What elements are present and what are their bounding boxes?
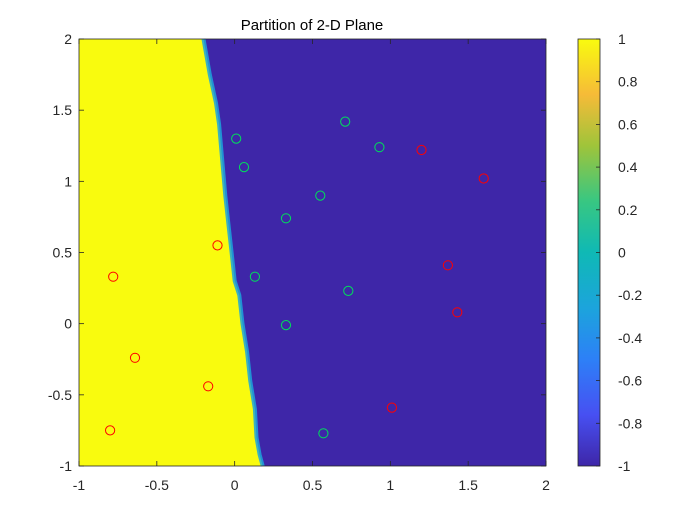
colorbar: 1 0.8 0.6 0.4 0.2 0 -0.2 -0.4 -0.6 -0.8 -1 [577, 31, 642, 474]
colorbar-tick-label: -0.2 [618, 287, 642, 303]
data-point-series-2 [280, 213, 292, 224]
data-point-series-1 [478, 173, 489, 184]
y-tick-label: 1.5 [53, 102, 73, 118]
y-tick-label: -1 [60, 458, 73, 474]
data-markers [105, 116, 489, 439]
data-point-series-2 [340, 116, 351, 127]
y-tick-label: -0.5 [48, 387, 72, 403]
data-point-series-2 [343, 285, 354, 296]
colorbar-gradient [578, 39, 600, 466]
data-point-series-2 [315, 190, 326, 201]
colorbar-tick-label: -0.8 [618, 415, 642, 431]
x-tick-label: 1 [386, 477, 394, 493]
colorbar-tick-label: -0.6 [618, 373, 642, 389]
chart-title: Partition of 2-D Plane [241, 17, 384, 34]
colorbar-tick-label: 0.2 [618, 202, 638, 218]
colorbar-tick-label: 0 [618, 245, 626, 261]
region-positive-class [79, 39, 263, 466]
decision-boundary [201, 38, 265, 467]
x-tick-label: -1 [73, 477, 86, 493]
y-tick-label: 0.5 [53, 245, 73, 261]
colorbar-tick-label: 0.8 [618, 74, 638, 90]
y-tick-label: 1 [64, 173, 72, 189]
colorbar-ticks: 1 0.8 0.6 0.4 0.2 0 -0.2 -0.4 -0.6 -0.8 -1 [596, 31, 642, 474]
data-point-series-2 [238, 162, 250, 173]
y-tick-label: 0 [64, 316, 72, 332]
x-tick-label: 0 [231, 477, 239, 493]
data-point-series-1 [129, 352, 141, 363]
x-tick-label: 2 [542, 477, 550, 493]
plot-area [78, 38, 547, 467]
data-point-series-2 [374, 142, 385, 153]
data-point-series-2 [231, 133, 242, 144]
data-point-series-1 [108, 271, 119, 282]
x-axis: -1 -0.5 0 0.5 1 1.5 2 [73, 39, 550, 493]
data-point-series-1 [442, 260, 453, 271]
data-point-series-1 [105, 425, 116, 436]
data-point-series-1 [452, 307, 463, 318]
colorbar-tick-label: -0.4 [618, 330, 642, 346]
x-tick-label: 0.5 [303, 477, 323, 493]
colorbar-tick-label: -1 [618, 458, 631, 474]
colorbar-tick-label: 0.4 [618, 159, 638, 175]
y-tick-label: 2 [64, 31, 72, 47]
data-point-series-1 [212, 240, 223, 251]
data-point-series-1 [386, 402, 397, 413]
data-point-series-2 [280, 320, 292, 331]
data-point-series-2 [249, 271, 260, 282]
data-point-series-1 [203, 381, 214, 392]
data-point-series-1 [416, 144, 427, 156]
x-tick-label: -0.5 [145, 477, 169, 493]
colorbar-tick-label: 0.6 [618, 116, 638, 132]
x-tick-label: 1.5 [458, 477, 478, 493]
data-point-series-2 [318, 428, 329, 439]
colorbar-tick-label: 1 [618, 31, 626, 47]
y-axis: -1 -0.5 0 0.5 1 1.5 2 [48, 31, 546, 474]
